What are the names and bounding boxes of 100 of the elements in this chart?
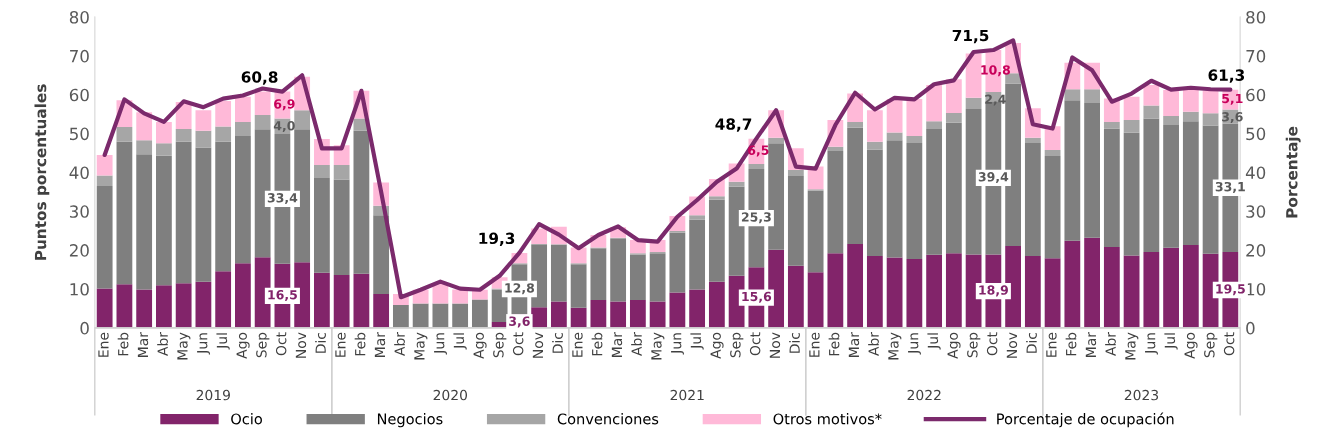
bar — [827, 146, 844, 152]
x-tick-label: Jul — [927, 333, 941, 350]
data-label: 3,6 — [509, 316, 530, 328]
text: 2022 — [907, 389, 941, 401]
bar — [649, 301, 666, 328]
data-label: 25,3 — [741, 212, 771, 224]
x-tick-label: Jun — [1145, 333, 1158, 355]
bar — [590, 299, 607, 328]
bar — [610, 238, 627, 302]
bar — [195, 281, 212, 328]
bar — [294, 110, 311, 130]
bar — [926, 254, 943, 328]
legend-label: Negocios — [377, 413, 443, 428]
bar — [1084, 102, 1100, 238]
x-tick-label: Mar — [848, 332, 860, 357]
y2-tick-label: 70 — [1246, 49, 1266, 63]
bar — [1182, 111, 1199, 122]
x-tick-label: Dic — [315, 332, 326, 353]
x-tick-label: Oct — [1223, 332, 1235, 356]
bar — [926, 121, 943, 129]
bar — [1123, 132, 1140, 256]
bar — [926, 85, 943, 122]
x-tick-label: May — [177, 332, 191, 360]
x-tick-label: Sep — [493, 332, 507, 358]
bar — [1182, 245, 1199, 328]
data-label: 10,8 — [981, 65, 1010, 77]
x-tick-label: May — [888, 332, 902, 360]
bar — [1084, 237, 1100, 328]
bar — [215, 271, 232, 328]
bar — [629, 299, 646, 328]
x-tick-label: Jun — [908, 333, 921, 355]
bar — [412, 303, 429, 328]
bar — [215, 126, 232, 142]
data-label: 19,5 — [1216, 284, 1245, 296]
bar — [195, 130, 212, 148]
bar — [649, 253, 666, 302]
x-tick-label: Abr — [157, 332, 168, 356]
bar — [215, 100, 232, 127]
x-tick-label: Ene — [335, 332, 346, 357]
data-label: 16,5 — [268, 290, 297, 302]
x-tick-label: Feb — [828, 332, 840, 356]
bar — [847, 243, 864, 328]
bar — [669, 292, 686, 328]
bar — [570, 264, 587, 308]
y-tick-label: 0 — [80, 321, 89, 335]
x-tick-label: Jul — [216, 333, 230, 350]
x-tick-label: Oct — [749, 332, 761, 356]
bar — [333, 179, 350, 276]
bar — [254, 114, 271, 130]
bar — [728, 181, 745, 187]
x-tick-label: Jul — [453, 333, 467, 350]
x-tick-label: Jun — [434, 333, 447, 355]
x-tick-label: Jul — [1164, 333, 1178, 350]
y2-tick-label: 80 — [1246, 10, 1266, 24]
y-tick-label: 50 — [70, 127, 89, 141]
bar — [689, 215, 706, 220]
bar — [254, 91, 271, 115]
bar — [708, 199, 725, 282]
bar — [1103, 121, 1120, 129]
bar — [1044, 149, 1061, 157]
bar — [787, 265, 804, 328]
x-tick-label: Jun — [671, 333, 684, 355]
x-tick-label: Jun — [197, 333, 211, 355]
y2-axis-title: Porcentaje — [1285, 126, 1301, 218]
bar — [1123, 119, 1140, 133]
bar — [116, 141, 133, 285]
x-tick-label: Oct — [986, 332, 998, 356]
y2-tick-label: 40 — [1245, 166, 1266, 180]
data-label: 33,4 — [267, 193, 298, 205]
bar — [886, 99, 903, 133]
bar — [1044, 126, 1061, 150]
bar — [1024, 142, 1041, 256]
x-tick-label: Ago — [710, 332, 724, 359]
x-tick-label: Nov — [532, 332, 544, 358]
y-tick-label: 40 — [69, 166, 89, 180]
x-tick-label: May — [414, 332, 428, 360]
bar — [156, 143, 172, 156]
x-tick-label: Sep — [1204, 332, 1218, 358]
y-tick-label: 70 — [70, 49, 89, 63]
bar — [136, 289, 153, 328]
y2-tick-label: 60 — [1246, 88, 1266, 102]
bar — [866, 255, 883, 328]
bar — [116, 126, 133, 142]
legend-label: Convenciones — [557, 413, 659, 425]
bar — [906, 135, 923, 143]
bar — [669, 232, 686, 293]
bar — [886, 132, 903, 141]
bar — [1103, 247, 1120, 328]
text: 2023 — [1124, 389, 1159, 401]
bar — [570, 247, 587, 264]
bar — [175, 141, 192, 284]
data-label: 5,1 — [1222, 93, 1243, 105]
bar — [906, 259, 923, 328]
x-tick-label: Abr — [631, 332, 642, 356]
data-label: 19,3 — [479, 232, 515, 247]
legend-label: Otros motivos* — [773, 413, 882, 425]
x-tick-label: Feb — [117, 332, 129, 356]
data-label: 48,7 — [715, 118, 752, 132]
bar — [866, 141, 883, 150]
bar — [787, 175, 804, 266]
